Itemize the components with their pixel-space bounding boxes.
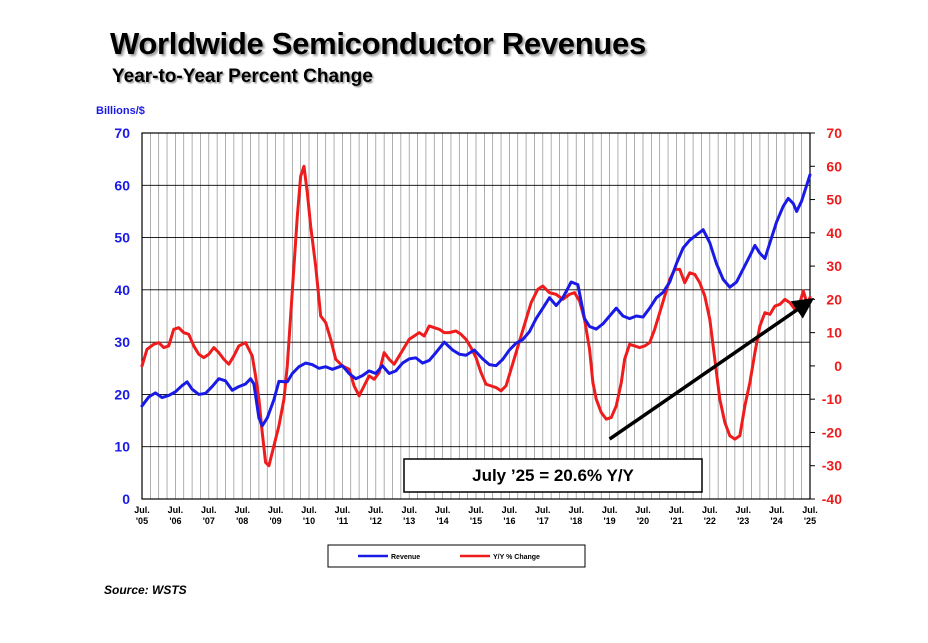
page-subtitle: Year-to-Year Percent Change	[112, 66, 373, 87]
right-axis-tick-label: 0	[834, 358, 842, 374]
page-title: Worldwide Semiconductor Revenues	[110, 26, 646, 61]
series-line-y-y-change	[140, 164, 812, 468]
x-axis-tick-label: Jul. '15	[468, 505, 484, 526]
x-axis-tick-label: Jul. '06	[168, 505, 184, 526]
left-axis-tick-label: 10	[114, 439, 130, 455]
right-axis-tick-label: 70	[826, 125, 842, 141]
series-line-revenue	[140, 173, 812, 428]
x-axis-tick-label: Jul. '22	[702, 505, 718, 526]
right-axis-tick-label: 60	[826, 158, 842, 174]
left-axis-tick-label: 30	[114, 334, 130, 350]
x-axis-tick-label: Jul. '13	[401, 505, 417, 526]
x-axis-tick-label: Jul. '12	[368, 505, 384, 526]
x-axis-tick-label: Jul. '24	[769, 505, 785, 526]
left-axis-tick-label: 50	[114, 230, 130, 246]
legend-box	[327, 544, 586, 568]
trend-arrow	[608, 298, 815, 441]
x-axis-tick-label: Jul. '25	[802, 505, 818, 526]
x-axis-tick-label: Jul. '08	[234, 505, 250, 526]
x-axis-tick-label: Jul. '21	[669, 505, 685, 526]
left-axis-tick-label: 20	[114, 386, 130, 402]
left-axis-tick-label: 40	[114, 282, 130, 298]
x-axis-tick-label: Jul. '09	[268, 505, 284, 526]
x-axis-tick-label: Jul. '20	[635, 505, 651, 526]
right-axis-tick-label: 50	[826, 192, 842, 208]
right-axis-tick-label: -30	[822, 458, 842, 474]
right-axis-tick-label: -10	[822, 391, 842, 407]
x-axis-tick-label: Jul. '11	[335, 505, 351, 526]
right-axis-tick-label: 40	[826, 225, 842, 241]
legend-label-revenue: Revenue	[391, 554, 420, 561]
x-axis-tick-label: Jul. '16	[502, 505, 518, 526]
legend-label-yoy: Y/Y % Change	[493, 554, 540, 561]
source-note: Source: WSTS	[104, 583, 187, 597]
x-axis-tick-label: Jul. '19	[602, 505, 618, 526]
x-axis-tick-label: Jul. '23	[735, 505, 751, 526]
legend: Revenue Y/Y % Change	[327, 544, 586, 568]
x-axis-tick-label: Jul. '14	[435, 505, 451, 526]
right-axis-tick-label: -20	[822, 424, 842, 440]
x-axis-tick-label: Jul. '17	[535, 505, 551, 526]
right-axis-tick-label: 30	[826, 258, 842, 274]
left-axis-title: Billions/$	[96, 105, 145, 117]
x-axis-tick-label: Jul. '07	[201, 505, 217, 526]
x-axis-tick-label: Jul. '05	[134, 505, 150, 526]
left-axis-tick-label: 70	[114, 125, 130, 141]
x-axis-tick-label: Jul. '18	[568, 505, 584, 526]
callout-text: July ’25 = 20.6% Y/Y	[472, 466, 634, 485]
x-axis-tick-label: Jul. '10	[301, 505, 317, 526]
right-axis-tick-label: 20	[826, 291, 842, 307]
right-axis-tick-label: -40	[822, 491, 842, 507]
right-axis-tick-label: 10	[826, 325, 842, 341]
callout-box	[403, 458, 703, 493]
left-axis-tick-label: 0	[122, 491, 130, 507]
left-axis-tick-label: 60	[114, 177, 130, 193]
